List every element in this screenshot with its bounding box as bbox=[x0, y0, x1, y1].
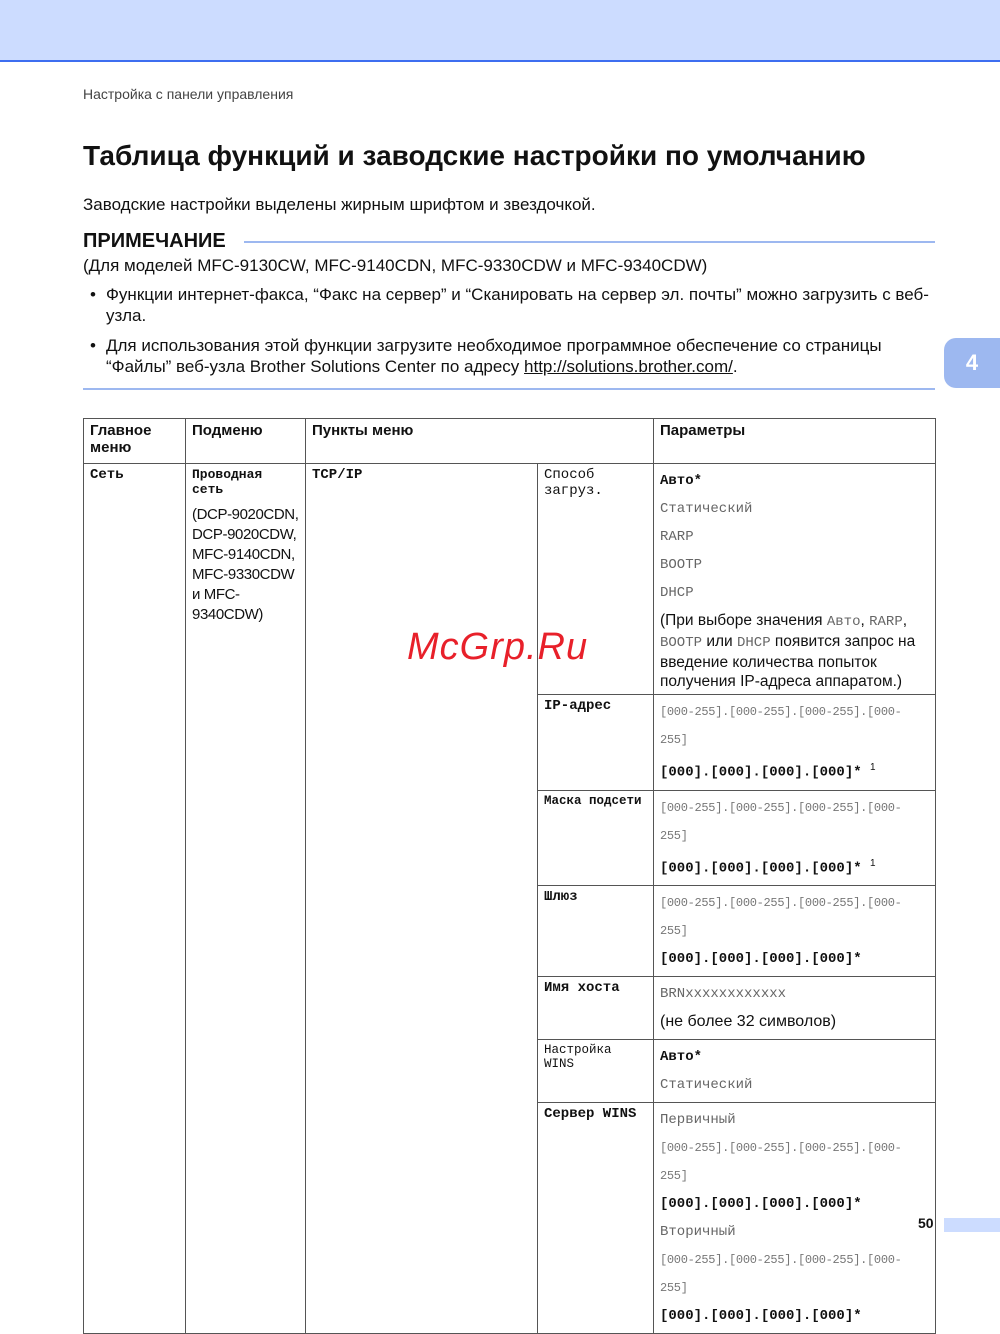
footnote: 1 bbox=[870, 857, 876, 869]
footnote: 1 bbox=[870, 762, 876, 773]
default-value: [000].[000].[000].[000]* bbox=[660, 1308, 862, 1325]
note-models: (Для моделей MFC-9130CW, MFC-9140CDN, MF… bbox=[83, 256, 708, 275]
text: DHCP bbox=[737, 635, 771, 651]
page-bar bbox=[944, 1218, 1000, 1232]
bullet-text: . bbox=[732, 357, 738, 376]
param-note: (не более 32 символов) bbox=[660, 1013, 837, 1031]
table-row: Шлюз [000-255].[000-255].[000-255].[000-… bbox=[84, 885, 936, 978]
header-cell: Параметры bbox=[653, 418, 936, 464]
text: или bbox=[702, 633, 737, 650]
note-heading-text: ПРИМЕЧАНИЕ bbox=[83, 230, 226, 252]
params-cell: [000-255].[000-255].[000-255].[000-255] … bbox=[653, 885, 936, 978]
table-header-row: Главное меню Подменю Пункты меню Парамет… bbox=[83, 418, 936, 464]
divider bbox=[243, 240, 935, 243]
text: [000].[000].[000].[000]* bbox=[660, 860, 862, 877]
params-cell: Авто* Статический RARP BOOTP DHCP (При в… bbox=[653, 463, 936, 695]
range: [000-255].[000-255].[000-255].[000-255] bbox=[660, 705, 902, 747]
text: [000].[000].[000].[000]* bbox=[660, 764, 862, 781]
header-cell: Подменю bbox=[185, 418, 306, 464]
range: [000-255].[000-255].[000-255].[000-255] bbox=[660, 1253, 902, 1296]
solutions-link[interactable]: http://solutions.brother.com/ bbox=[524, 357, 733, 376]
params-cell: [000-255].[000-255].[000-255].[000-255] … bbox=[653, 694, 936, 791]
params-cell: BRNxxxxxxxxxxxx (не более 32 символов) bbox=[653, 976, 936, 1041]
item-label: Шлюз bbox=[537, 885, 654, 978]
menu-item-cell: TCP/IP bbox=[305, 462, 538, 1334]
default-value: [000].[000].[000].[000]* 1 bbox=[660, 850, 929, 883]
option: Статический bbox=[660, 501, 753, 517]
option: RARP bbox=[660, 529, 694, 545]
text: (При выборе значения bbox=[660, 612, 827, 629]
text: появится запрос на введение количества п… bbox=[660, 633, 916, 690]
item-label: Сервер WINS bbox=[537, 1102, 654, 1334]
params-cell: [000-255].[000-255].[000-255].[000-255] … bbox=[653, 789, 936, 887]
default-value: [000].[000].[000].[000]* bbox=[660, 951, 862, 968]
params-cell: Первичный [000-255].[000-255].[000-255].… bbox=[653, 1102, 936, 1334]
item-label: IP-адрес bbox=[537, 694, 654, 791]
running-header: Настройка с панели управления bbox=[83, 86, 294, 102]
submenu-models: (DCP-9020CDN, DCP-9020CDW, MFC-9140CDN, … bbox=[192, 506, 299, 623]
page-title: Таблица функций и заводские настройки по… bbox=[83, 140, 866, 171]
range: [000-255].[000-255].[000-255].[000-255] bbox=[660, 896, 902, 939]
watermark: McGrp.Ru bbox=[407, 626, 589, 668]
note-bullet: Функции интернет-факса, “Факс на сервер”… bbox=[83, 284, 935, 326]
header-band bbox=[0, 0, 1000, 62]
value: BRNxxxxxxxxxxxx bbox=[660, 986, 787, 1003]
item-label: Маска подсети bbox=[537, 789, 654, 887]
text: Авто bbox=[826, 614, 861, 630]
option: BOOTP bbox=[660, 557, 703, 573]
option: Первичный bbox=[660, 1112, 736, 1129]
text: BOOTP bbox=[660, 635, 703, 651]
submenu-cell: Проводная сеть (DCP-9020CDN, DCP-9020CDW… bbox=[185, 462, 306, 1334]
default-value: Авто* bbox=[660, 1049, 703, 1066]
page-number: 50 bbox=[918, 1215, 934, 1231]
note-bullets: Функции интернет-факса, “Факс на сервер”… bbox=[83, 284, 935, 386]
header-cell: Главное меню bbox=[83, 418, 186, 464]
item-label: Настройка WINS bbox=[537, 1039, 654, 1104]
note-heading: ПРИМЕЧАНИЕ bbox=[83, 230, 935, 253]
range: [000-255].[000-255].[000-255].[000-255] bbox=[660, 1141, 902, 1184]
default-value: Авто* bbox=[660, 473, 703, 489]
text: RARP bbox=[869, 614, 903, 630]
function-table: Главное меню Подменю Пункты меню Парамет… bbox=[83, 418, 936, 1334]
table-row: Сеть Проводная сеть (DCP-9020CDN, DCP-90… bbox=[83, 462, 936, 1334]
chapter-tab[interactable]: 4 bbox=[944, 338, 1000, 388]
option: DHCP bbox=[660, 585, 694, 601]
default-value: [000].[000].[000].[000]* bbox=[660, 1196, 862, 1213]
table-row: IP-адрес [000-255].[000-255].[000-255].[… bbox=[84, 694, 936, 791]
option: Статический bbox=[660, 1077, 753, 1094]
param-note: (При выборе значения Авто, RARP, BOOTP и… bbox=[660, 611, 929, 691]
submenu-label: Проводная сеть bbox=[192, 467, 263, 497]
table-row: Настройка WINS Авто* Статический bbox=[84, 1039, 936, 1104]
main-menu-cell: Сеть bbox=[83, 462, 186, 1334]
text: , bbox=[902, 612, 908, 629]
intro-text: Заводские настройки выделены жирным шриф… bbox=[83, 195, 596, 214]
range: [000-255].[000-255].[000-255].[000-255] bbox=[660, 800, 902, 843]
note-bullet: Для использования этой функции загрузите… bbox=[83, 335, 935, 377]
option: Вторичный bbox=[660, 1224, 736, 1241]
text: , bbox=[860, 612, 870, 629]
header-cell: Пункты меню bbox=[305, 418, 654, 464]
table-row: Маска подсети [000-255].[000-255].[000-2… bbox=[84, 789, 936, 887]
item-label: Имя хоста bbox=[537, 976, 654, 1041]
params-cell: Авто* Статический bbox=[653, 1039, 936, 1104]
bullet-text: Для использования этой функции загрузите… bbox=[106, 336, 882, 376]
default-value: [000].[000].[000].[000]* 1 bbox=[660, 754, 929, 787]
divider bbox=[83, 388, 935, 390]
